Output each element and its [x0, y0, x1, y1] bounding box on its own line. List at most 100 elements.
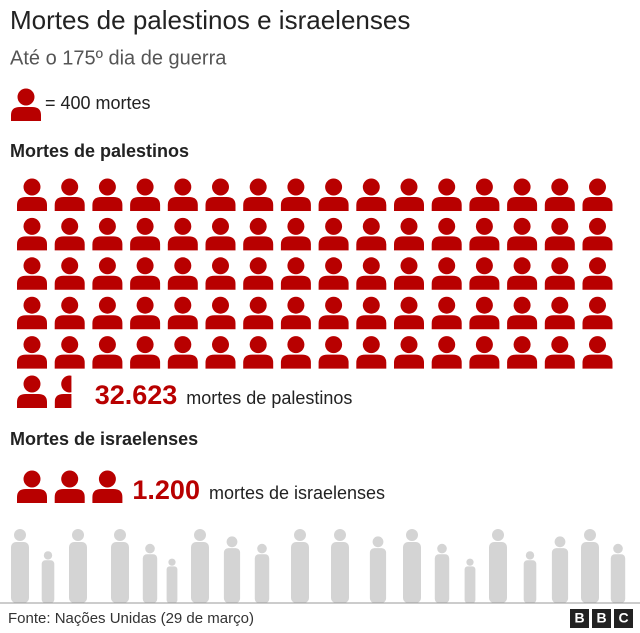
icon-head [174, 178, 192, 196]
icon [507, 178, 538, 211]
icon-head [23, 296, 41, 314]
icon [507, 296, 538, 330]
icon [205, 296, 236, 330]
icon-head [438, 178, 456, 196]
icon-body [167, 315, 198, 330]
icon-body [205, 354, 236, 369]
icon-body [54, 354, 85, 369]
icon-body [431, 236, 462, 251]
icon-head [325, 296, 343, 314]
silhouette-body [551, 548, 569, 603]
silhouettes [11, 529, 626, 603]
icon-body [507, 275, 538, 290]
icon [205, 217, 236, 251]
icon [92, 178, 123, 211]
icon [356, 257, 387, 290]
series-heading: Mortes de israelenses [10, 429, 198, 449]
icon [394, 178, 424, 211]
silhouette-head [226, 536, 238, 548]
icon-body [11, 107, 41, 121]
icon [318, 217, 349, 251]
icon [280, 257, 311, 290]
icon-head [589, 178, 606, 196]
icon-head [174, 217, 192, 235]
icon [243, 257, 274, 290]
icon [544, 296, 575, 330]
icon-head [589, 296, 606, 314]
icon [130, 178, 161, 211]
silhouette-head [43, 551, 53, 560]
logo-box [570, 609, 589, 628]
icon-body [17, 315, 47, 330]
icon-head [551, 178, 569, 196]
icon-body [17, 236, 47, 251]
silhouette-body [489, 542, 507, 603]
icon [431, 336, 462, 369]
icon-head [438, 257, 456, 275]
silhouette-body [254, 554, 270, 603]
icon [243, 217, 274, 251]
icon [469, 257, 500, 290]
icon-head [438, 217, 456, 235]
source: Fonte: Nações Unidas (29 de março) [8, 610, 254, 627]
icon-body [431, 354, 462, 369]
silhouette-head [14, 529, 26, 541]
icon-head [249, 336, 267, 354]
icon [54, 296, 85, 330]
icon [280, 296, 311, 330]
icon-body [394, 354, 424, 369]
icon-head [98, 178, 116, 196]
icon [167, 178, 198, 211]
icon-body [92, 315, 123, 330]
icon [431, 178, 462, 211]
silhouette-head [554, 536, 566, 548]
icon-head [61, 336, 79, 354]
icon [17, 217, 47, 251]
icon-head [400, 257, 418, 275]
silhouette-head [257, 543, 267, 554]
icon-body [130, 197, 161, 211]
icon-body [582, 315, 613, 330]
icon [17, 375, 47, 408]
icon [17, 470, 47, 503]
logo-letter: B [596, 610, 606, 626]
icon-head [362, 178, 380, 196]
icon-head [174, 257, 192, 275]
icon-head [438, 296, 456, 314]
silhouette-head [168, 558, 176, 566]
icon [130, 257, 161, 290]
icon-body [469, 197, 500, 211]
icon [167, 296, 198, 330]
icon-head [61, 375, 72, 393]
icon-head [589, 217, 606, 235]
icon [582, 336, 613, 369]
icon-head [438, 336, 456, 354]
silhouette-body [191, 542, 209, 603]
icon-head [513, 336, 531, 354]
silhouette-body [166, 566, 178, 603]
silhouette-body [41, 560, 55, 603]
icon [544, 217, 575, 251]
silhouette-body [69, 542, 87, 603]
icon-body [582, 275, 613, 290]
icon-body [17, 197, 47, 211]
icon-body [54, 236, 85, 251]
icon [356, 296, 387, 330]
icon-body [280, 275, 311, 290]
icon [130, 217, 161, 251]
legend-icon [11, 88, 41, 121]
icon-body [582, 354, 613, 369]
icon-body [544, 315, 575, 330]
icon-head [362, 217, 380, 235]
icon-body [54, 489, 85, 503]
icon-body [92, 275, 123, 290]
icon-head [23, 178, 41, 196]
icon-head [362, 257, 380, 275]
icon-head [589, 257, 606, 275]
icon-body [356, 354, 387, 369]
icon [54, 375, 72, 408]
silhouette-body [610, 554, 626, 603]
icon-head [212, 336, 229, 354]
icon-body [130, 315, 161, 330]
icon-body [130, 354, 161, 369]
